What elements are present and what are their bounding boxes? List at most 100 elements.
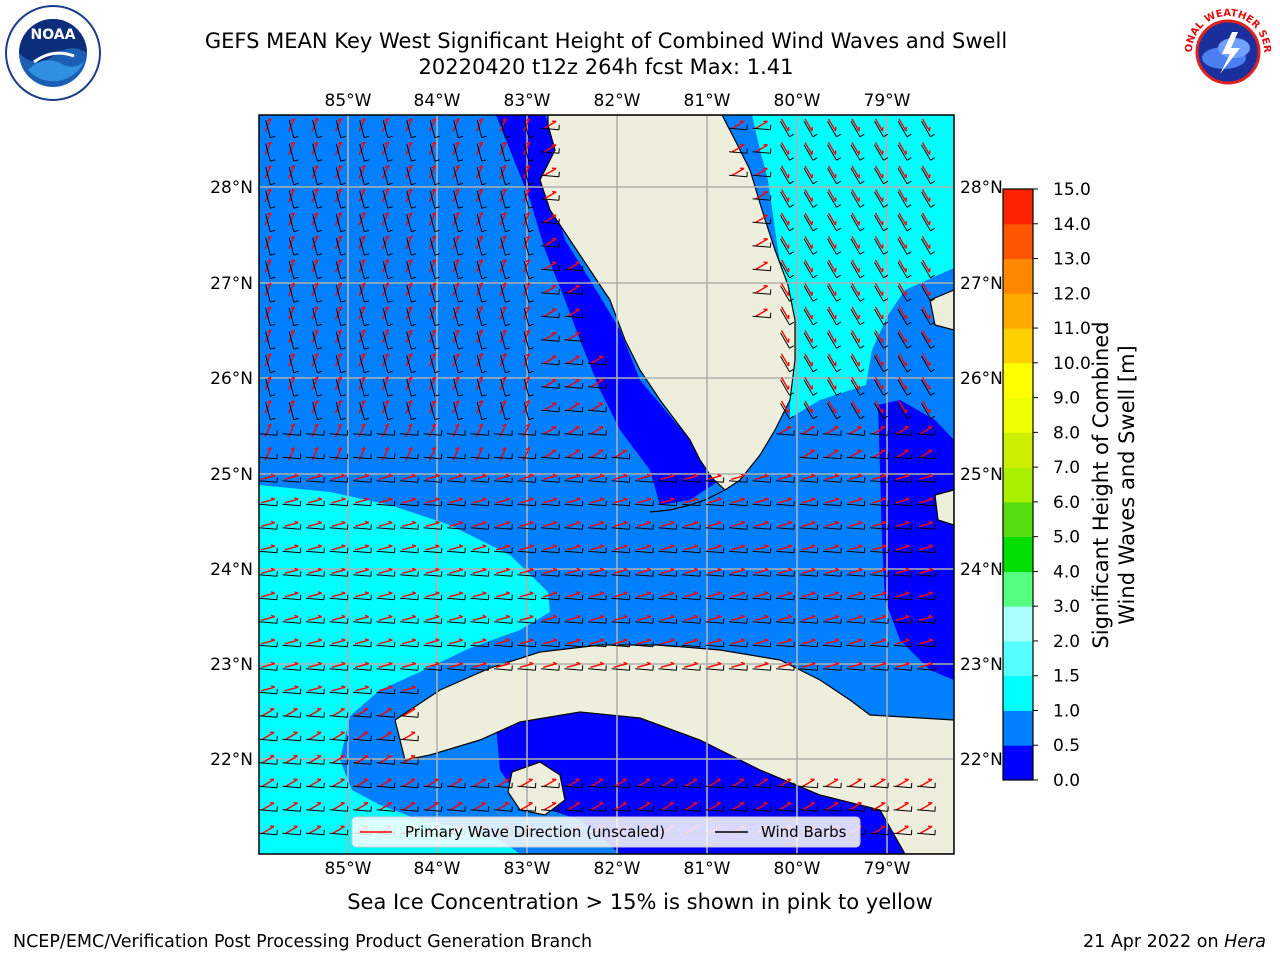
wind-barb xyxy=(352,503,372,507)
wave-arrow xyxy=(358,212,366,226)
wind-barb xyxy=(869,809,889,812)
wave-arrow-head xyxy=(881,544,886,547)
wave-arrow xyxy=(449,498,463,504)
wave-arrow-head xyxy=(478,141,483,145)
wave-arrow-head xyxy=(905,591,910,594)
wave-arrow xyxy=(261,755,275,764)
wind-barb xyxy=(897,261,908,279)
wind-barb xyxy=(423,574,442,577)
wind-barb-flag xyxy=(812,180,818,185)
wind-barb xyxy=(634,503,654,507)
wave-arrow-head xyxy=(270,591,275,594)
wind-barb xyxy=(359,143,365,162)
wind-barb xyxy=(399,574,419,577)
wind-barb xyxy=(822,433,842,436)
wind-barb xyxy=(359,214,365,232)
wave-arrow xyxy=(522,376,531,391)
wind-barb xyxy=(916,550,936,554)
wave-arrow-head xyxy=(455,329,460,333)
wind-barb xyxy=(399,527,419,530)
wave-arrow xyxy=(519,592,534,598)
wave-arrow-head xyxy=(270,685,275,688)
wave-arrow-head xyxy=(576,614,581,618)
wind-barb xyxy=(897,120,908,138)
wave-arrow-head xyxy=(314,141,319,145)
wave-arrow xyxy=(801,663,816,668)
wind-barb xyxy=(429,402,436,420)
wind-barb xyxy=(312,143,318,162)
wave-arrow-head xyxy=(787,544,792,547)
wind-barb xyxy=(305,433,325,436)
wave-arrow-head xyxy=(529,638,534,641)
wind-barb xyxy=(775,433,795,436)
wind-barb-flag xyxy=(789,321,795,326)
wave-arrow xyxy=(308,802,322,811)
wind-barb xyxy=(376,738,395,742)
wave-arrow-head xyxy=(693,567,698,571)
wind-barb xyxy=(587,668,607,671)
wave-arrow xyxy=(311,376,319,391)
wave-arrow-head xyxy=(502,188,507,192)
colorbar-tick-label: 9.0 xyxy=(1053,389,1080,409)
wind-barb-flag xyxy=(411,394,417,397)
wind-barb xyxy=(312,237,318,256)
wave-arrow-head xyxy=(364,661,369,665)
wave-arrow xyxy=(522,259,531,273)
wind-barb xyxy=(775,574,795,577)
wind-barb xyxy=(282,668,301,671)
wave-arrow xyxy=(334,141,343,156)
wind-barb xyxy=(803,167,814,185)
wind-barb xyxy=(799,503,818,507)
wind-barb xyxy=(517,621,536,624)
wave-arrow xyxy=(543,308,557,318)
wave-arrow-head xyxy=(834,638,839,641)
wave-arrow xyxy=(355,475,369,480)
wave-arrow xyxy=(827,330,837,343)
wave-arrow-head xyxy=(717,567,722,571)
wave-arrow xyxy=(428,376,437,391)
wind-barb xyxy=(282,738,301,742)
wave-arrow xyxy=(872,545,886,551)
wind-barb xyxy=(282,762,301,765)
wave-arrow-head xyxy=(552,567,557,571)
wave-arrow-head xyxy=(364,544,369,547)
wave-arrow xyxy=(264,212,272,226)
wave-arrow-head xyxy=(858,567,863,571)
wind-barb xyxy=(540,503,560,507)
wave-arrow xyxy=(473,778,486,788)
wave-arrow-head xyxy=(455,282,460,286)
wind-barb xyxy=(540,574,560,577)
wind-barb xyxy=(893,503,912,507)
wind-barb xyxy=(799,809,818,812)
wave-arrow xyxy=(898,165,907,179)
wind-barb xyxy=(799,785,818,789)
wave-arrow-head xyxy=(905,614,910,618)
wave-arrow xyxy=(896,426,909,435)
wind-barb xyxy=(752,268,771,272)
wind-barb xyxy=(921,191,931,208)
wind-barb xyxy=(399,644,419,648)
wind-barb xyxy=(827,238,837,255)
wave-arrow xyxy=(355,545,369,551)
wave-arrow xyxy=(827,142,837,155)
wind-barb xyxy=(312,190,318,209)
wind-barb xyxy=(728,127,748,131)
wave-arrow-head xyxy=(502,165,507,169)
wave-arrow xyxy=(381,329,390,344)
wave-arrow xyxy=(684,663,698,668)
wave-arrow xyxy=(849,449,862,459)
wave-arrow-head xyxy=(408,188,413,192)
wind-barb xyxy=(406,378,412,397)
wave-arrow-head xyxy=(505,591,510,594)
wind-barb-flag xyxy=(317,347,323,350)
wind-barb xyxy=(827,379,837,396)
wave-arrow xyxy=(921,400,931,414)
wave-arrow xyxy=(919,498,933,504)
wave-arrow-head xyxy=(290,212,295,216)
wave-arrow-head xyxy=(552,497,557,500)
wind-barb xyxy=(406,402,412,420)
wind-barb xyxy=(822,785,842,789)
wind-barb xyxy=(329,715,348,718)
wind-barb xyxy=(429,378,436,397)
wave-arrow xyxy=(778,545,792,551)
